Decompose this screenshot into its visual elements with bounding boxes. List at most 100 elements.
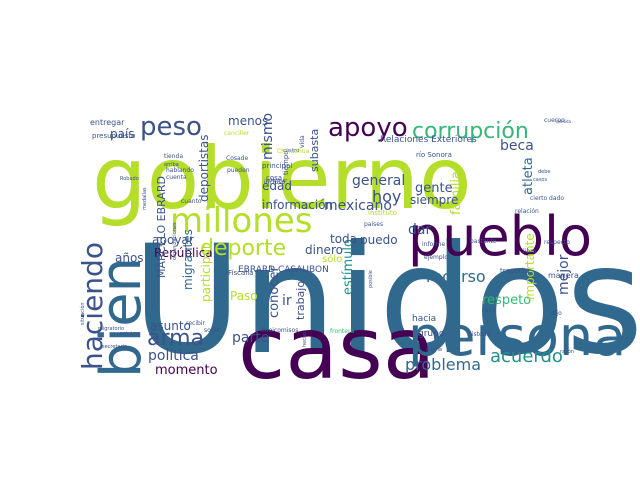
cloud-word: Cosade (226, 155, 248, 162)
cloud-word: historia (468, 331, 491, 338)
cloud-word: vida (299, 135, 306, 148)
cloud-word: tienda (164, 153, 183, 160)
cloud-word: vez (485, 307, 495, 314)
cloud-word: cuatro (283, 148, 299, 154)
cloud-word: República (154, 246, 213, 260)
cloud-word: hablando (166, 167, 194, 174)
cloud-word: pueblo (408, 205, 592, 268)
cloud-word: cuanto (181, 198, 202, 205)
cloud-word: países (364, 221, 383, 228)
cloud-word: millones (170, 201, 312, 241)
cloud-word: canciller (224, 130, 250, 137)
cloud-word: debe (538, 169, 551, 175)
cloud-word: posible (368, 270, 374, 288)
cloud-word: corrupción (412, 119, 529, 144)
cloud-word: menos (228, 114, 268, 128)
cloud-word: cuerpo (544, 117, 565, 124)
cloud-word: deporte (200, 236, 286, 261)
cloud-word: razón (560, 348, 574, 355)
cloud-word: Fiscalía (228, 269, 253, 277)
cloud-word: hoy (372, 187, 401, 206)
cloud-word: relación (515, 208, 539, 215)
cloud-word: momento (155, 363, 218, 378)
cloud-word: presupuesto (92, 132, 135, 140)
cloud-word: bien (89, 257, 154, 378)
cloud-word: migratorio (98, 326, 124, 332)
cloud-word: recurso (426, 267, 486, 286)
cloud-word: importante (523, 233, 537, 300)
cloud-word: fideicomisos (261, 327, 298, 334)
cloud-word: pueden (227, 167, 250, 174)
cloud-word: edad (262, 179, 292, 193)
cloud-word: medida (556, 119, 572, 124)
cloud-word: recibir (186, 320, 205, 327)
cloud-word: informe (422, 241, 445, 248)
cloud-word: respecto (544, 239, 570, 246)
cloud-word: política (148, 348, 199, 364)
cloud-word: Relaciones Exteriores (380, 135, 477, 145)
cloud-word: puedo (360, 233, 398, 247)
cloud-word: próximo (120, 330, 140, 337)
cloud-word: medallas (142, 187, 148, 210)
cloud-word: hecho (302, 332, 308, 347)
cloud-word: casa (238, 299, 436, 399)
cloud-word: Robado (120, 176, 139, 182)
cloud-word: río Sonora (416, 151, 452, 159)
cloud-word: migrantes (181, 229, 195, 290)
cloud-word: siempre (410, 193, 458, 207)
cloud-word: haciendo (76, 242, 109, 370)
cloud-word: cierto dado (530, 195, 564, 202)
cloud-word: mejor (556, 254, 572, 295)
cloud-word: entregar (90, 118, 125, 127)
cloud-word: libro (523, 248, 536, 255)
cloud-word: participar (199, 244, 213, 302)
cloud-word: principal (262, 162, 292, 170)
cloud-word: deportistas (197, 135, 211, 203)
cloud-word: frontera (330, 328, 354, 335)
cloud-word: trabajo (294, 281, 307, 320)
cloud-word: Unidos (132, 214, 640, 388)
cloud-word: EBRARD CASAUBON (238, 265, 329, 275)
cloud-word: respeto (482, 293, 531, 308)
cloud-word: información (262, 198, 333, 212)
cloud-word: dijo (551, 310, 562, 317)
cloud-word: manera (548, 271, 579, 280)
cloud-word: subasta (308, 129, 321, 172)
cloud-word: beca (500, 138, 534, 154)
cloud-word: arriba (164, 162, 179, 168)
cloud-word: Paso (230, 289, 258, 303)
cloud-word: secretario (102, 344, 127, 350)
cloud-word: atleta (521, 157, 536, 195)
cloud-word: toda (330, 232, 357, 246)
cloud-word: acuerdo (490, 346, 563, 367)
cloud-word: país (110, 127, 135, 141)
cloud-word: apoyo (328, 113, 408, 143)
cloud-word: parte (232, 330, 269, 346)
cloud-word: general (352, 173, 405, 189)
cloud-word: cuenta (166, 174, 187, 181)
cloud-word: mismo (260, 113, 276, 160)
cloud-word: informar (266, 178, 288, 184)
cloud-word: asunto (150, 319, 191, 333)
cloud-word: dar (408, 222, 431, 238)
cloud-word: sólo (322, 253, 342, 265)
cloud-word: tragedia (500, 267, 529, 275)
cloud-word: mexicano (324, 198, 392, 214)
cloud-word: gente (415, 181, 453, 196)
cloud-word: bastante (470, 238, 497, 245)
cloud-word: hacia (412, 314, 436, 324)
cloud-word: apoyar (152, 233, 194, 247)
cloud-word: casos (533, 177, 547, 183)
cloud-word: situación (79, 302, 86, 325)
cloud-word: quería (426, 346, 442, 353)
cloud-word: cosa (266, 174, 282, 182)
cloud-word: social (204, 327, 221, 334)
cloud-word: dinero (305, 243, 343, 257)
cloud-word: estímulo (341, 239, 356, 295)
cloud-word: ejemplo (424, 254, 448, 261)
cloud-word: conocer (267, 266, 282, 318)
cloud-word: problema (405, 355, 481, 374)
cloud-word: Chihuahua (277, 148, 310, 155)
cloud-word: familia (449, 171, 464, 215)
